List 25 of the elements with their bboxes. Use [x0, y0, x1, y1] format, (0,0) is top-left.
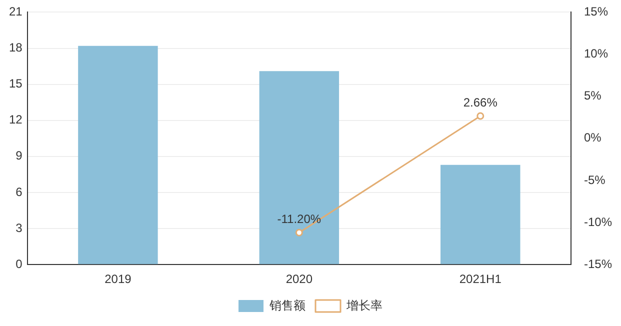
- x-tick-label: 2021H1: [459, 272, 502, 286]
- y2-tick-label: -5%: [584, 172, 606, 187]
- data-label: -11.20%: [277, 212, 322, 226]
- legend-label: 销售额: [268, 298, 306, 312]
- y-tick-label: 6: [16, 184, 23, 199]
- y2-tick-label: 5%: [584, 88, 602, 103]
- bar: [78, 46, 158, 264]
- y-tick-label: 9: [16, 148, 23, 163]
- y2-tick-label: 0%: [584, 130, 602, 145]
- y2-tick-label: 10%: [584, 46, 608, 61]
- data-label: 2.66%: [463, 95, 498, 110]
- legend-label: 增长率: [346, 298, 382, 312]
- bar: [259, 71, 340, 264]
- y-tick-label: 12: [8, 112, 23, 127]
- x-tick-label: 2019: [104, 272, 132, 286]
- y-tick-label: 18: [8, 40, 23, 55]
- y2-tick-label: -10%: [584, 214, 612, 229]
- y2-tick-label: 15%: [584, 4, 608, 19]
- y-tick-label: 3: [16, 220, 23, 235]
- y2-tick-label: -15%: [584, 256, 612, 271]
- x-tick-label: 2020: [286, 272, 313, 286]
- y-tick-label: 21: [8, 4, 23, 19]
- y-tick-label: 0: [16, 256, 23, 271]
- bar: [440, 164, 520, 264]
- y-tick-label: 15: [8, 76, 23, 91]
